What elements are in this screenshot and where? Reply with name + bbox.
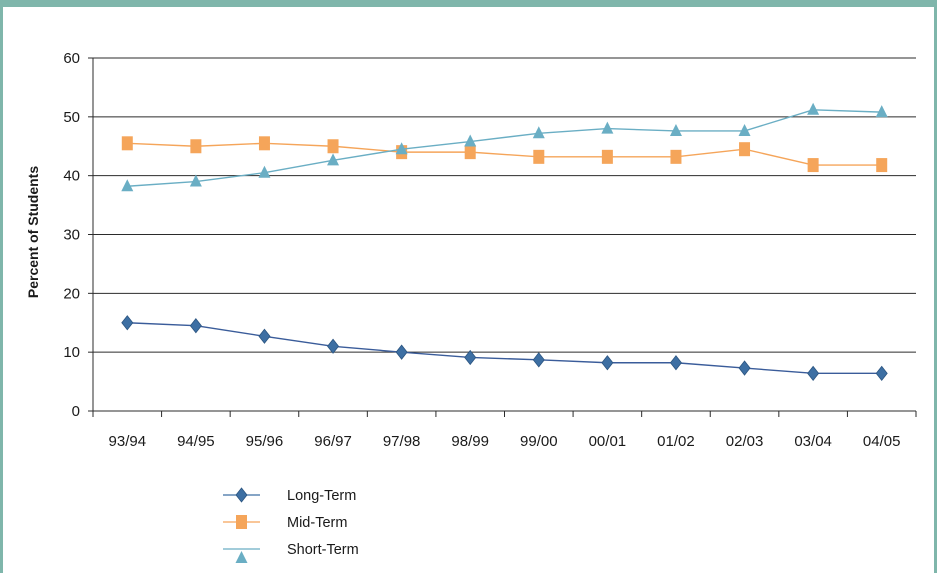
x-tick-label: 94/95 bbox=[177, 433, 215, 450]
data-point bbox=[327, 139, 339, 154]
x-tick-label: 95/96 bbox=[246, 433, 284, 450]
x-tick-label: 01/02 bbox=[657, 433, 695, 450]
data-point bbox=[533, 149, 545, 164]
data-point bbox=[258, 165, 271, 178]
x-tick-label: 98/99 bbox=[451, 433, 489, 450]
y-tick-label: 20 bbox=[63, 285, 80, 302]
series-line bbox=[127, 109, 882, 187]
data-point bbox=[807, 102, 820, 115]
y-axis-label: Percent of Students bbox=[25, 166, 41, 298]
axes bbox=[88, 57, 917, 417]
data-point bbox=[669, 355, 682, 371]
data-point bbox=[464, 349, 477, 366]
data-point bbox=[464, 134, 477, 147]
legend-marker bbox=[235, 487, 248, 503]
x-tick-label: 03/04 bbox=[794, 433, 832, 450]
y-tick-label: 60 bbox=[63, 50, 80, 67]
data-point bbox=[875, 365, 888, 381]
series-mid-term bbox=[121, 136, 888, 173]
x-tick-label: 00/01 bbox=[589, 433, 627, 450]
data-point bbox=[807, 158, 819, 173]
legend-marker bbox=[236, 515, 247, 529]
y-tick-label: 50 bbox=[63, 109, 80, 126]
x-tick-label: 97/98 bbox=[383, 433, 421, 450]
data-point bbox=[532, 352, 545, 368]
data-point bbox=[876, 158, 888, 173]
x-tick-labels: 93/94 94/95 95/96 96/97 97/98 98/99 99/00 00/01… bbox=[109, 433, 901, 450]
series-short-term bbox=[121, 102, 888, 192]
y-tick-labels: 0 10 20 30 40 50 60 bbox=[63, 50, 80, 420]
data-point bbox=[258, 328, 271, 344]
y-tick-label: 30 bbox=[63, 227, 80, 244]
y-tick-label: 0 bbox=[72, 403, 80, 420]
data-point bbox=[190, 139, 202, 154]
series-lines bbox=[121, 102, 888, 381]
data-point bbox=[121, 179, 134, 192]
data-point bbox=[532, 126, 545, 139]
x-tick-label: 93/94 bbox=[109, 433, 147, 450]
legend: Long-Term Mid-Term Short-Term bbox=[223, 487, 359, 563]
y-tick-label: 40 bbox=[63, 168, 80, 185]
legend-marker bbox=[235, 551, 248, 563]
data-point bbox=[601, 355, 614, 371]
data-point bbox=[807, 365, 820, 381]
legend-label: Short-Term bbox=[287, 542, 359, 558]
data-point bbox=[464, 145, 476, 160]
legend-label: Long-Term bbox=[287, 488, 356, 504]
data-point bbox=[395, 142, 408, 155]
x-tick-label: 04/05 bbox=[863, 433, 901, 450]
series-line bbox=[127, 142, 882, 166]
series-line bbox=[127, 322, 882, 375]
data-point bbox=[258, 136, 270, 151]
gridlines bbox=[93, 57, 916, 353]
data-point bbox=[738, 360, 751, 376]
y-tick-label: 10 bbox=[63, 344, 80, 361]
data-point bbox=[189, 174, 202, 187]
data-point bbox=[327, 153, 340, 166]
data-point bbox=[875, 105, 888, 118]
data-point bbox=[121, 136, 133, 151]
legend-item-mid-term: Mid-Term bbox=[223, 515, 347, 531]
series-long-term bbox=[121, 315, 888, 381]
x-tick-label: 96/97 bbox=[314, 433, 352, 450]
x-tick-label: 02/03 bbox=[726, 433, 764, 450]
x-tick-label: 99/00 bbox=[520, 433, 558, 450]
data-point bbox=[121, 315, 134, 331]
data-point bbox=[669, 123, 682, 136]
legend-label: Mid-Term bbox=[287, 515, 347, 531]
data-point bbox=[601, 149, 613, 164]
legend-item-short-term: Short-Term bbox=[223, 542, 359, 563]
data-point bbox=[601, 121, 614, 134]
data-point bbox=[670, 149, 682, 164]
legend-item-long-term: Long-Term bbox=[223, 487, 356, 504]
data-point bbox=[327, 338, 340, 354]
data-point bbox=[189, 318, 202, 334]
data-point bbox=[395, 344, 408, 360]
data-point bbox=[739, 142, 751, 157]
data-point bbox=[738, 123, 751, 136]
